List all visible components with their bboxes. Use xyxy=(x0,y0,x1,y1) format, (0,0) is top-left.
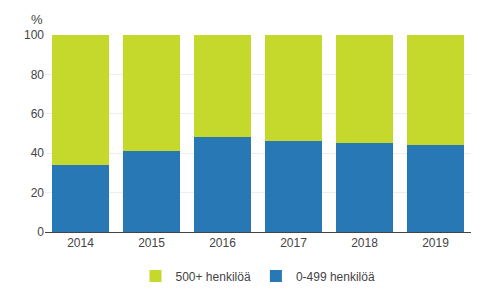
svg-text:2014: 2014 xyxy=(67,236,94,250)
svg-text:2018: 2018 xyxy=(351,236,378,250)
svg-text:2017: 2017 xyxy=(280,236,307,250)
svg-text:500+ henkilöä: 500+ henkilöä xyxy=(176,270,251,284)
svg-text:2019: 2019 xyxy=(422,236,449,250)
svg-text:20: 20 xyxy=(31,186,45,200)
svg-text:80: 80 xyxy=(31,68,45,82)
svg-text:2016: 2016 xyxy=(209,236,236,250)
svg-text:0: 0 xyxy=(37,225,44,239)
svg-text:2015: 2015 xyxy=(138,236,165,250)
svg-text:40: 40 xyxy=(31,146,45,160)
svg-text:100: 100 xyxy=(24,28,44,42)
svg-text:0-499 henkilöä: 0-499 henkilöä xyxy=(296,270,375,284)
svg-text:%: % xyxy=(31,12,43,27)
svg-text:60: 60 xyxy=(31,107,45,121)
